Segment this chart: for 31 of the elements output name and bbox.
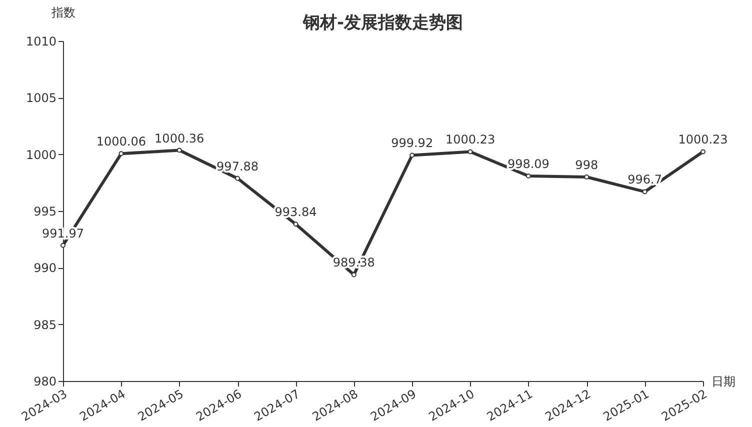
data-label: 998 xyxy=(575,158,598,172)
point xyxy=(700,149,706,154)
data-label: 997.88 xyxy=(216,159,259,174)
point xyxy=(410,152,415,158)
y-tick-label: 985 xyxy=(34,318,56,332)
point xyxy=(584,174,590,180)
y-tick-label: 1010 xyxy=(26,34,56,48)
point xyxy=(60,242,66,248)
data-label: 1000.23 xyxy=(678,132,728,147)
y-tick-label: 1000 xyxy=(26,148,56,162)
y-tick-label: 995 xyxy=(34,204,56,218)
point xyxy=(235,176,240,181)
y-tick-label: 1005 xyxy=(26,91,56,106)
point xyxy=(293,222,298,227)
data-label: 999.92 xyxy=(391,136,434,150)
point xyxy=(526,173,531,178)
y-tick-label: 990 xyxy=(34,261,56,276)
point xyxy=(176,148,182,153)
point xyxy=(118,151,124,156)
data-label: 998.09 xyxy=(507,156,550,171)
chart-title: 钢材-发展指数走势图 xyxy=(302,13,464,33)
point xyxy=(642,189,648,194)
data-label: 1000.36 xyxy=(154,131,204,146)
point xyxy=(351,272,356,278)
y-axis-title: 指数 xyxy=(50,6,76,20)
x-axis-title: 日期 xyxy=(712,374,736,388)
point xyxy=(468,149,473,154)
data-label: 1000.23 xyxy=(445,132,496,147)
data-label: 1000.06 xyxy=(96,134,146,149)
y-tick-label: 980 xyxy=(34,374,56,388)
data-label: 996.7 xyxy=(628,172,662,187)
